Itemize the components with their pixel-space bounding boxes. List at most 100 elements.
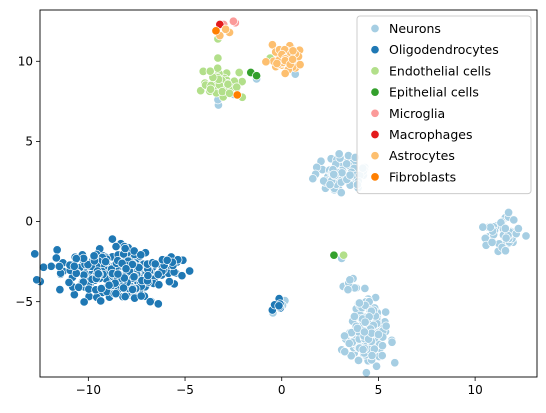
- data-point: [55, 262, 63, 270]
- data-point: [128, 285, 136, 293]
- data-point: [522, 232, 530, 240]
- legend-marker: [371, 130, 379, 138]
- data-point: [252, 72, 260, 80]
- data-point: [335, 150, 343, 158]
- data-point: [330, 170, 338, 178]
- data-point: [165, 277, 173, 285]
- legend-label: Astrocytes: [389, 148, 455, 163]
- data-point: [361, 284, 369, 292]
- data-point: [105, 281, 113, 289]
- data-point: [501, 224, 509, 232]
- data-point: [31, 250, 39, 258]
- data-point: [137, 251, 145, 259]
- data-point: [206, 67, 214, 75]
- data-point: [229, 17, 237, 25]
- data-point: [504, 208, 512, 216]
- data-point: [72, 254, 80, 262]
- data-point: [501, 247, 509, 255]
- y-tick-label: 5: [25, 135, 33, 149]
- data-point: [275, 302, 283, 310]
- data-point: [39, 263, 47, 271]
- data-point: [74, 283, 82, 291]
- data-point: [112, 289, 120, 297]
- data-point: [137, 292, 145, 300]
- legend-label: Endothelial cells: [389, 63, 491, 78]
- legend-marker: [371, 173, 379, 181]
- legend-label: Oligodendrocytes: [389, 42, 499, 57]
- data-point: [388, 338, 396, 346]
- data-point: [121, 244, 129, 252]
- y-tick-label: −5: [15, 295, 33, 309]
- data-point: [345, 339, 353, 347]
- legend-label: Neurons: [389, 21, 441, 36]
- legend: Neurons Oligodendrocytes Endothelial cells…: [357, 16, 531, 194]
- legend-label: Fibroblasts: [389, 169, 456, 184]
- data-point: [225, 89, 233, 97]
- data-point: [326, 180, 334, 188]
- data-point: [146, 297, 154, 305]
- data-point: [340, 332, 348, 340]
- data-point: [47, 262, 55, 270]
- data-point: [378, 351, 386, 359]
- data-point: [206, 85, 214, 93]
- data-point: [112, 242, 120, 250]
- data-point: [378, 341, 386, 349]
- data-point: [94, 270, 102, 278]
- data-point: [178, 271, 186, 279]
- data-point: [233, 91, 241, 99]
- data-point: [121, 292, 129, 300]
- data-point: [80, 298, 88, 306]
- data-point: [361, 318, 369, 326]
- data-point: [155, 281, 163, 289]
- data-point: [65, 278, 73, 286]
- data-point: [346, 276, 354, 284]
- data-point: [339, 251, 347, 259]
- legend-marker: [371, 152, 379, 160]
- data-point: [330, 251, 338, 259]
- data-point: [502, 234, 510, 242]
- data-point: [154, 300, 162, 308]
- data-point: [214, 54, 222, 62]
- legend-label: Macrophages: [389, 127, 472, 142]
- data-point: [97, 297, 105, 305]
- data-point: [382, 322, 390, 330]
- data-point: [90, 252, 98, 260]
- x-tick-label: −10: [76, 383, 101, 397]
- data-point: [224, 80, 232, 88]
- y-tick-label: 0: [25, 215, 33, 229]
- data-point: [233, 83, 241, 91]
- legend-marker: [371, 67, 379, 75]
- data-point: [185, 267, 193, 275]
- x-tick-label: −5: [176, 383, 194, 397]
- data-point: [346, 171, 354, 179]
- legend-label: Microglia: [389, 106, 445, 121]
- data-point: [359, 345, 367, 353]
- data-point: [368, 351, 376, 359]
- data-point: [337, 188, 345, 196]
- data-point: [53, 246, 61, 254]
- data-point: [101, 257, 109, 265]
- x-tick-label: 5: [375, 383, 383, 397]
- data-point: [362, 369, 370, 377]
- data-point: [221, 25, 229, 33]
- data-point: [510, 216, 518, 224]
- data-point: [341, 347, 349, 355]
- data-point: [235, 68, 243, 76]
- data-point: [374, 330, 382, 338]
- data-point: [514, 224, 522, 232]
- data-point: [114, 270, 122, 278]
- data-point: [119, 284, 127, 292]
- data-point: [381, 308, 389, 316]
- legend-label: Epithelial cells: [389, 85, 479, 100]
- data-point: [212, 27, 220, 35]
- data-point: [144, 271, 152, 279]
- data-point: [281, 69, 289, 77]
- data-point: [289, 47, 297, 55]
- legend-marker: [371, 24, 379, 32]
- data-point: [296, 60, 304, 68]
- data-point: [163, 256, 171, 264]
- data-point: [486, 223, 494, 231]
- data-point: [70, 262, 78, 270]
- data-point: [130, 273, 138, 281]
